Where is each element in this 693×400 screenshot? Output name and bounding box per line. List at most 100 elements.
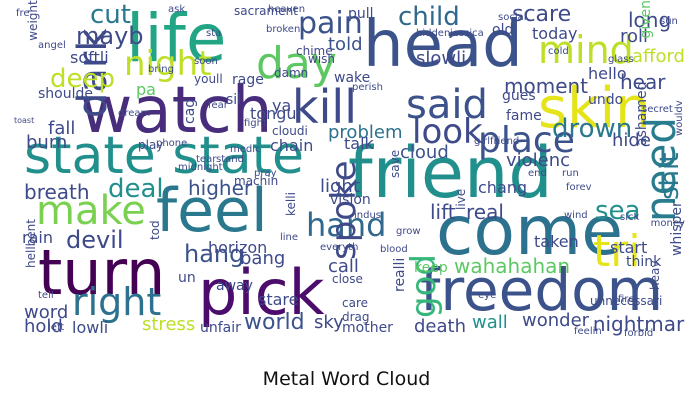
cloud-word: word: [24, 302, 68, 323]
cloud-word: scare: [512, 2, 571, 27]
cloud-word: cag: [182, 99, 198, 124]
cloud-word: angel: [38, 40, 66, 51]
cloud-word: fear: [208, 100, 229, 111]
cloud-word: think: [626, 254, 662, 270]
cloud-word: weight: [26, 0, 40, 41]
cloud-word: start: [610, 238, 647, 257]
cloud-word: money: [651, 218, 685, 229]
cloud-word: come: [436, 192, 623, 271]
cloud-word: light: [320, 176, 360, 197]
cloud-word: pull: [348, 6, 374, 22]
cloud-word: stand: [216, 154, 244, 165]
cloud-word: phone: [156, 138, 187, 149]
cloud-word: sil: [226, 92, 241, 108]
cloud-word: nightmar: [593, 312, 685, 336]
cloud-word: today: [532, 24, 578, 43]
cloud-word: moment: [504, 74, 588, 98]
cloud-word: drown: [552, 114, 632, 144]
cloud-word: burn: [26, 132, 67, 153]
cloud-word: said: [406, 82, 488, 128]
cloud-word: damn: [274, 66, 308, 80]
cloud-word: wake: [334, 70, 370, 86]
cloud-word: spoke: [324, 161, 364, 261]
cloud-word: chime: [296, 44, 333, 58]
cloud-word: world: [244, 310, 305, 335]
cloud-word: medic: [230, 144, 261, 155]
cloud-word: kill: [292, 80, 357, 134]
cloud-word: hidden: [416, 28, 450, 39]
cloud-word: tod: [148, 220, 162, 240]
cloud-word: sky: [314, 312, 344, 333]
cloud-word: freedom: [420, 256, 663, 324]
cloud-word: bang: [240, 248, 285, 269]
cloud-word: rage: [232, 72, 264, 88]
cloud-word: told: [328, 34, 363, 55]
cloud-word: close: [332, 272, 363, 286]
cloud-word: bring: [148, 64, 174, 75]
cloud-word: stress: [142, 314, 195, 335]
cloud-word: sea: [595, 196, 640, 226]
cloud-word: long: [628, 8, 671, 32]
cloud-word: afford: [632, 46, 685, 67]
cloud-word: realli: [392, 258, 408, 292]
cloud-word: friend: [348, 132, 553, 214]
cloud-word: everyth: [320, 242, 359, 253]
cloud-word: heav: [648, 261, 662, 290]
cloud-word: wahahahan: [454, 254, 570, 278]
cloud-word: sacrament: [234, 4, 298, 18]
cloud-word: forev: [566, 182, 592, 193]
cloud-word: turn: [38, 236, 165, 309]
cloud-word: pick: [198, 256, 325, 329]
cloud-word: skin: [538, 76, 651, 141]
cloud-word: midnight: [178, 162, 223, 173]
cloud-word: vision: [330, 192, 371, 208]
cloud-word: sta: [206, 28, 221, 39]
cloud-word: cloud: [400, 142, 449, 163]
cloud-word: real: [466, 200, 504, 224]
cloud-word: hide: [612, 130, 651, 151]
cloud-word: watch: [80, 74, 272, 148]
cloud-word: toast: [14, 116, 34, 125]
cloud-word: sick: [620, 212, 639, 223]
cloud-word: feelin: [574, 326, 602, 337]
cloud-word: left: [48, 322, 64, 333]
cloud-word: day: [256, 38, 337, 89]
cloud-word: hellbent: [24, 219, 38, 268]
cloud-word: night: [124, 44, 211, 84]
cloud-word: chang: [478, 178, 527, 197]
cloud-word: tear: [196, 154, 217, 165]
cloud-word: child: [398, 2, 460, 32]
cloud-word: cut: [90, 0, 131, 30]
cloud-word: mind: [538, 28, 634, 72]
cloud-word: deep: [50, 64, 115, 94]
cloud-word: care: [342, 296, 368, 310]
cloud-word: grow: [396, 226, 421, 237]
cloud-word: given: [638, 0, 654, 39]
cloud-word: broken: [266, 24, 300, 35]
cloud-word: call: [328, 256, 359, 277]
cloud-word: eye: [478, 290, 496, 301]
cloud-word: cold: [548, 46, 569, 57]
cloud-word: end: [528, 168, 547, 179]
cloud-word: perish: [352, 82, 383, 93]
cloud-word: shit: [655, 153, 685, 200]
cloud-word: tongu: [250, 104, 297, 123]
cloud-word: cloudi: [272, 124, 308, 138]
cloud-word: run: [562, 168, 579, 179]
cloud-word: ask: [168, 4, 185, 15]
cloud-word: save: [388, 150, 402, 178]
cloud-word: pain: [298, 6, 363, 41]
cloud-word: unfair: [200, 320, 241, 336]
cloud-word: wall: [472, 312, 508, 333]
cloud-word: state state: [24, 126, 304, 186]
cloud-word: fire: [618, 294, 634, 305]
cloud-word: heaven: [268, 4, 305, 15]
cloud-word: hand: [306, 206, 386, 244]
cloud-word: line: [280, 232, 298, 243]
cloud-word: keep: [414, 260, 448, 276]
cloud-word: fall: [48, 118, 75, 139]
cloud-word: wind: [564, 210, 588, 221]
cloud-word: head: [363, 8, 523, 82]
cloud-word: old: [492, 22, 513, 38]
